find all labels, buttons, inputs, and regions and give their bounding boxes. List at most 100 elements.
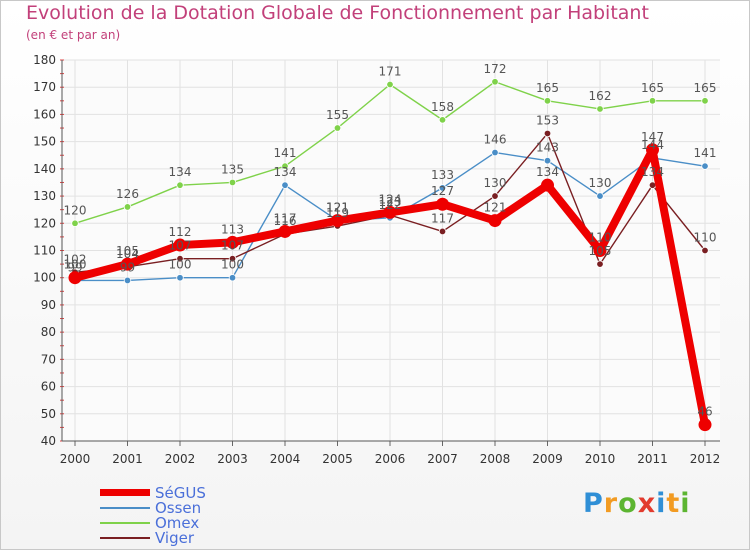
data-label-omex-2007: 158 [431,100,454,114]
data-label-ossen-2001: 99 [120,260,135,274]
y-tick-label: 100 [33,271,56,285]
y-tick-label: 130 [33,189,56,203]
data-label-omex-2001: 126 [116,187,139,201]
legend-label-segus: SéGUS [155,484,206,502]
data-point-ségus-2001 [121,257,134,271]
data-point-omex-2005 [333,124,342,132]
data-label-omex-2009: 165 [536,81,559,95]
legend-swatch-ossen [100,507,150,509]
data-point-ossen-2001 [123,276,132,285]
data-label-ossen-2008: 146 [484,133,507,147]
data-label-viger-2002: 107 [169,239,192,253]
legend-swatch-omex [100,522,150,524]
data-point-viger-2003 [228,254,237,263]
data-point-omex-2000 [71,219,79,227]
data-label-viger-2010: 105 [589,244,612,258]
data-point-ségus-2003 [226,235,239,249]
data-label-ségus-2004: 117 [274,211,297,225]
data-label-ségus-2006: 124 [379,192,402,206]
data-point-ségus-2011 [646,143,659,157]
data-label-ossen-2006: 122 [379,198,402,212]
data-label-ossen-2003: 100 [221,258,244,272]
y-tick-label: 180 [33,53,56,67]
data-point-ségus-2007 [436,197,449,211]
data-point-viger-2008 [491,192,499,200]
data-point-ossen-2010 [596,192,604,200]
data-point-ségus-2006 [383,205,397,219]
y-tick-label: 140 [33,162,56,176]
data-label-viger-2005: 119 [326,206,349,220]
y-tick-label: 80 [41,325,56,339]
y-tick-label: 90 [41,298,56,312]
data-point-viger-2007 [438,227,447,236]
data-point-ossen-2002 [176,274,184,282]
data-label-omex-2008: 172 [484,62,507,76]
data-point-ségus-2008 [488,214,502,228]
data-label-omex-2005: 155 [326,108,349,122]
data-point-viger-2010 [596,260,604,268]
data-label-ossen-2009: 143 [536,141,559,155]
data-point-omex-2006 [386,80,394,89]
data-point-omex-2003 [228,178,237,187]
data-label-ossen-2012: 141 [694,146,717,160]
data-point-omex-2009 [543,97,552,105]
data-point-omex-2007 [438,116,447,124]
data-label-ségus-2010: 110 [589,231,612,245]
data-label-viger-2011: 134 [641,165,664,179]
data-point-ségus-2010 [593,244,607,257]
data-point-omex-2012 [701,97,709,105]
data-label-viger-2001: 104 [116,247,139,261]
data-label-ségus-2005: 121 [326,201,349,215]
x-tick-label: 2009 [532,452,563,466]
data-point-ossen-2009 [543,156,552,165]
data-point-ségus-2005 [331,214,344,228]
data-label-omex-2012: 165 [694,81,717,95]
data-point-omex-2010 [596,105,604,113]
data-label-ségus-2011: 147 [641,130,664,144]
data-label-viger-2009: 153 [536,113,559,127]
data-label-viger-2003: 107 [221,239,244,253]
legend-label-omex: Omex [155,514,200,532]
data-label-ségus-2001: 105 [116,244,139,258]
chart-subtitle: (en € et par an) [26,28,121,42]
x-tick-label: 2000 [60,452,91,466]
data-label-ségus-2003: 113 [221,222,244,236]
data-point-omex-2004 [281,162,289,170]
y-tick-label: 60 [41,380,56,394]
data-label-omex-2010: 162 [589,89,612,103]
data-label-ségus-2002: 112 [169,225,192,239]
data-point-ossen-2004 [281,181,289,189]
data-point-ségus-2009 [541,178,554,192]
y-tick-label: 110 [33,244,56,258]
x-tick-label: 2008 [480,452,511,466]
data-label-omex-2000: 120 [64,203,87,217]
chart-title: Evolution de la Dotation Globale de Fonc… [26,2,649,24]
data-label-ossen-2000: 99 [67,260,82,274]
x-tick-label: 2007 [427,452,458,466]
legend-label-ossen: Ossen [155,499,202,517]
y-tick-label: 170 [33,80,56,94]
data-point-omex-2002 [176,181,184,189]
data-label-viger-2012: 110 [694,231,717,245]
y-tick-label: 120 [33,216,56,230]
data-label-ségus-2000: 100 [64,258,87,272]
x-tick-label: 2005 [322,452,353,466]
y-tick-label: 40 [41,434,56,448]
data-label-omex-2011: 165 [641,81,664,95]
x-tick-label: 2001 [112,452,143,466]
x-tick-label: 2011 [637,452,668,466]
data-point-ossen-2007 [438,184,447,192]
y-tick-label: 160 [33,107,56,121]
data-point-omex-2011 [648,97,657,105]
x-tick-label: 2002 [165,452,196,466]
data-label-ossen-2011: 144 [641,138,664,152]
data-point-ségus-2000 [68,271,82,285]
legend-swatch-viger [100,537,150,539]
data-label-ossen-2005: 121 [326,201,349,215]
data-point-ossen-2008 [491,148,499,157]
data-label-omex-2006: 171 [379,64,402,78]
data-point-omex-2008 [491,78,499,86]
y-tick-label: 150 [33,135,56,149]
y-tick-label: 70 [41,352,56,366]
